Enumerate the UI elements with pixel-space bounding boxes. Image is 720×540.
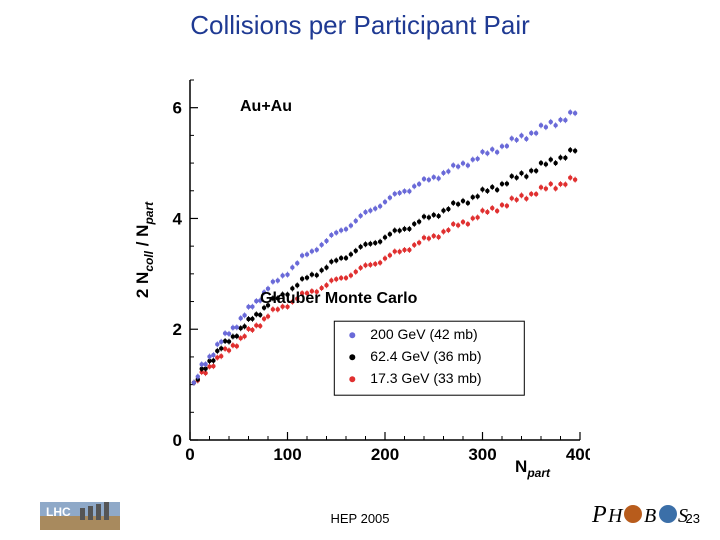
chart-svg: 0 100 200 300 400 0 2 4 6 2 Ncoll / Npart Npart… bbox=[130, 60, 590, 480]
svg-text:B: B bbox=[644, 505, 656, 527]
svg-text:LHC: LHC bbox=[46, 505, 71, 519]
annotation-model: Glauber Monte Carlo bbox=[260, 290, 417, 308]
lhc-logo: LHC bbox=[40, 502, 120, 530]
svg-text:2: 2 bbox=[173, 320, 182, 339]
svg-text:4: 4 bbox=[173, 209, 183, 228]
slide: Collisions per Participant Pair 0 100 200 3… bbox=[0, 0, 720, 540]
svg-text:P: P bbox=[591, 502, 607, 528]
svg-text:200 GeV (42 mb): 200 GeV (42 mb) bbox=[370, 326, 477, 342]
chart: 0 100 200 300 400 0 2 4 6 2 Ncoll / Npart Npart… bbox=[130, 60, 590, 480]
slide-title: Collisions per Participant Pair bbox=[0, 10, 720, 41]
svg-text:62.4 GeV (36 mb): 62.4 GeV (36 mb) bbox=[370, 348, 481, 364]
svg-text:17.3 GeV (33 mb): 17.3 GeV (33 mb) bbox=[370, 370, 481, 386]
x-axis-label: Npart bbox=[515, 457, 551, 480]
y-axis-label: 2 Ncoll / Npart bbox=[133, 201, 156, 298]
svg-text:H: H bbox=[607, 505, 624, 527]
svg-text:0: 0 bbox=[173, 431, 182, 450]
svg-text:0: 0 bbox=[185, 445, 194, 464]
svg-text:6: 6 bbox=[173, 99, 182, 118]
svg-text:200: 200 bbox=[371, 445, 399, 464]
svg-text:300: 300 bbox=[468, 445, 496, 464]
svg-text:100: 100 bbox=[273, 445, 301, 464]
svg-text:400: 400 bbox=[566, 445, 590, 464]
annotation-system: Au+Au bbox=[240, 98, 292, 116]
phobos-logo: P H B S bbox=[590, 496, 690, 530]
svg-text:S: S bbox=[678, 505, 688, 527]
